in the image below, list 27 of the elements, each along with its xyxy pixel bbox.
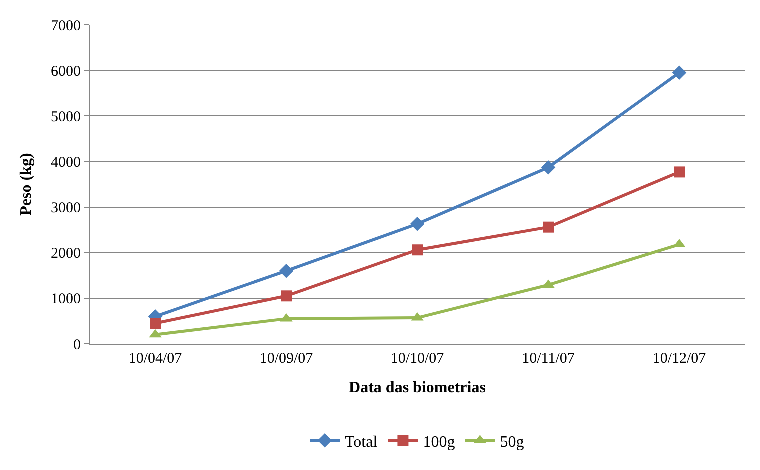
y-tick-label: 5000	[51, 109, 81, 126]
y-axis-title: Peso (kg)	[18, 153, 35, 216]
point	[672, 66, 687, 80]
x-tick-label: 10/12/07	[652, 351, 707, 367]
x-tick-label: 10/10/07	[390, 351, 445, 367]
point	[543, 222, 554, 233]
y-tick-label: 7000	[51, 18, 81, 34]
y-tick-label: 4000	[51, 154, 81, 171]
point	[410, 217, 425, 232]
point	[412, 244, 423, 256]
point	[150, 318, 161, 329]
x-tick-label: 10/11/07	[522, 351, 576, 367]
legend-label: Total	[345, 434, 378, 451]
y-tick-label: 2000	[51, 246, 81, 262]
x-tick-label: 10/04/07	[128, 351, 183, 367]
point	[541, 160, 556, 175]
y-tick-label: 1000	[51, 292, 81, 308]
legend-label: 100g	[423, 434, 456, 451]
point	[279, 264, 294, 278]
x-axis-title: Data das biometrias	[349, 380, 486, 397]
y-tick-label: 6000	[51, 64, 81, 80]
y-tick-label: 3000	[51, 200, 81, 217]
y-tick-label: 0	[74, 337, 81, 354]
legend-label: 50g	[500, 434, 524, 451]
point	[281, 290, 292, 302]
point	[674, 166, 685, 178]
x-tick-label: 10/09/07	[260, 351, 314, 367]
